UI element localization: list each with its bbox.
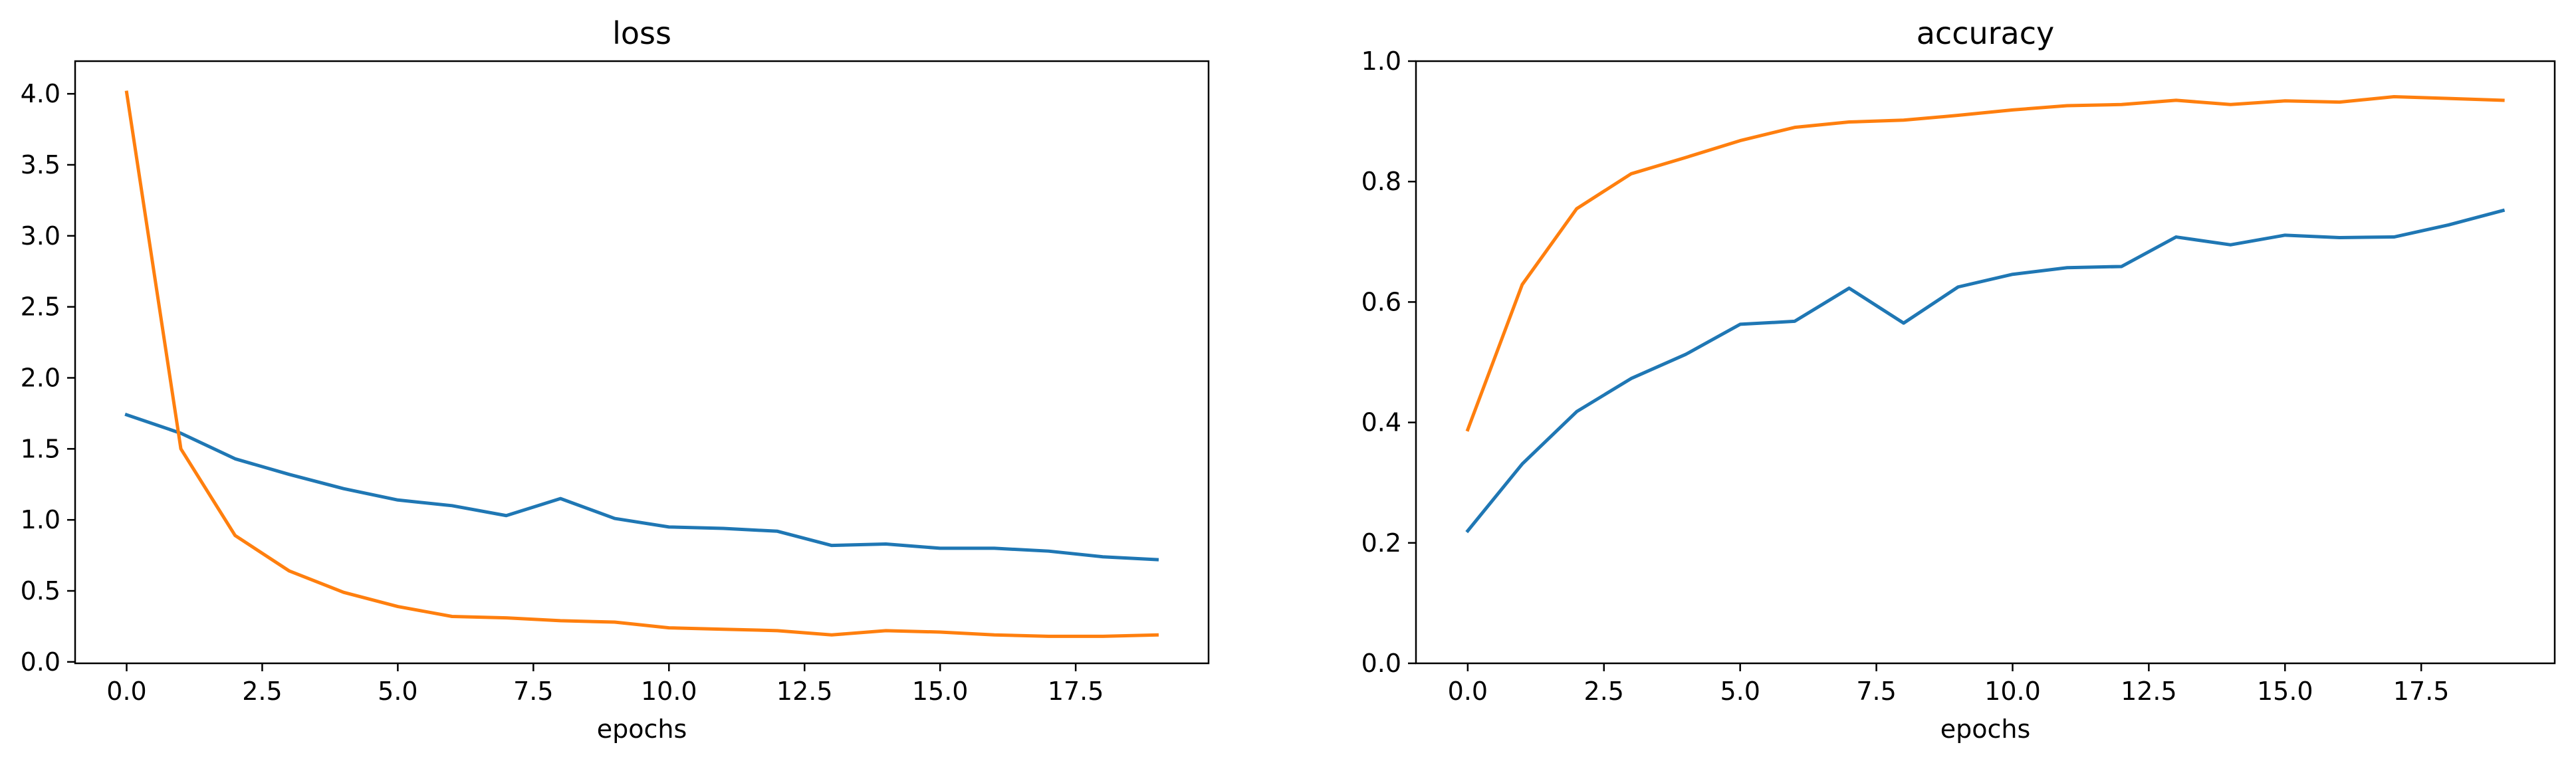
loss-xtick-label: 17.5 xyxy=(1048,677,1104,706)
accuracy-x-axis-label: epochs xyxy=(1940,714,2031,744)
loss-ytick-label: 1.0 xyxy=(21,505,60,534)
accuracy-xtick-label: 2.5 xyxy=(1584,677,1624,706)
loss-axes: 0.0 2.5 5.0 7.5 10.0 12.5 15.0 17.5 0.0 0.5 1.0 1.5… xyxy=(21,15,1210,744)
loss-ytick-label: 2.5 xyxy=(21,292,60,322)
accuracy-axes-frame xyxy=(1415,60,2556,665)
accuracy-xtick-label: 12.5 xyxy=(2121,677,2177,706)
loss-ytick-label: 3.0 xyxy=(21,221,60,251)
loss-ytick-label: 4.0 xyxy=(21,79,60,108)
loss-xtick-label: 5.0 xyxy=(378,677,417,706)
accuracy-xtick-label: 10.0 xyxy=(1984,677,2041,706)
loss-series-2-line xyxy=(124,90,1159,638)
loss-ytick-label: 0.0 xyxy=(21,647,60,677)
loss-xtick-label: 0.0 xyxy=(106,677,146,706)
accuracy-ytick-label: 0.8 xyxy=(1361,167,1401,196)
accuracy-chart-title: accuracy xyxy=(1917,15,2055,51)
accuracy-xtick-label: 5.0 xyxy=(1720,677,1760,706)
accuracy-ytick-label: 1.0 xyxy=(1361,47,1401,76)
loss-ytick-label: 0.5 xyxy=(21,576,60,605)
accuracy-xtick-label: 0.0 xyxy=(1448,677,1488,706)
accuracy-ytick-label: 0.6 xyxy=(1361,287,1401,316)
loss-ytick-label: 3.5 xyxy=(21,150,60,179)
loss-x-axis-label: epochs xyxy=(597,714,687,744)
loss-ytick-label: 2.0 xyxy=(21,364,60,393)
accuracy-xtick-label: 7.5 xyxy=(1856,677,1896,706)
loss-xtick-label: 2.5 xyxy=(242,677,282,706)
accuracy-xtick-label: 17.5 xyxy=(2393,677,2450,706)
accuracy-ytick-label: 0.4 xyxy=(1361,408,1401,437)
loss-ytick-label: 1.5 xyxy=(21,434,60,463)
loss-series-1-line xyxy=(124,412,1159,562)
loss-xtick-label: 12.5 xyxy=(776,677,833,706)
accuracy-axes: 0.0 2.5 5.0 7.5 10.0 12.5 15.0 17.5 0.0 0.2 0.4 0.6… xyxy=(1361,15,2556,744)
accuracy-series-2-line xyxy=(1465,94,2505,432)
loss-xtick-label: 15.0 xyxy=(912,677,969,706)
accuracy-ytick-label: 0.2 xyxy=(1361,528,1401,558)
accuracy-series-1-line xyxy=(1465,208,2506,534)
loss-xtick-label: 10.0 xyxy=(641,677,697,706)
loss-axes-frame xyxy=(74,60,1210,665)
loss-chart-title: loss xyxy=(612,15,671,51)
accuracy-ytick-label: 0.0 xyxy=(1361,649,1401,678)
loss-xtick-label: 7.5 xyxy=(513,677,553,706)
accuracy-xtick-label: 15.0 xyxy=(2257,677,2313,706)
